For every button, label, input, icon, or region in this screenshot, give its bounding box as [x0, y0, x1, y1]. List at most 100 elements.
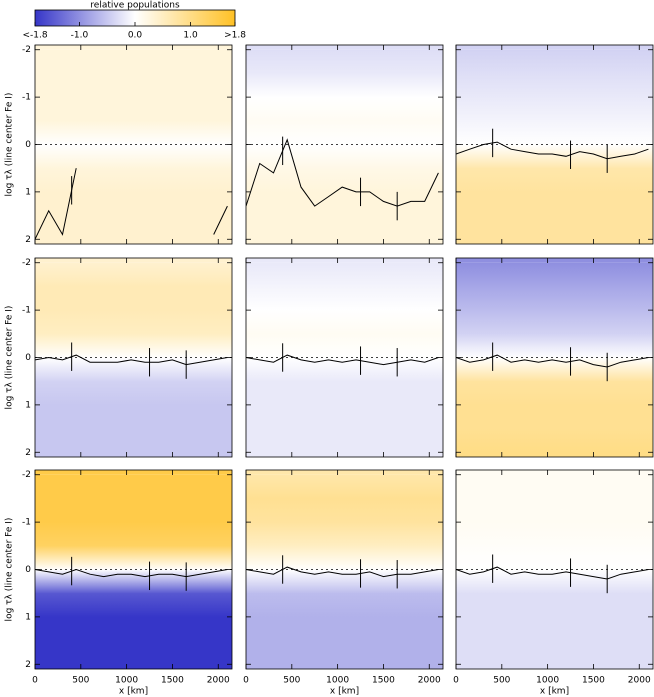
x-tick-label: 500	[283, 676, 300, 686]
heatmap-cell	[456, 498, 653, 523]
tau-curve	[456, 141, 649, 160]
y-tick-label: 2	[25, 448, 31, 458]
heatmap-cell	[35, 452, 232, 457]
y-axis-label: log τλ (line center Fe I)	[5, 518, 15, 622]
x-tick-label: 2000	[418, 676, 441, 686]
heatmap-cell	[246, 45, 443, 50]
heatmap-cell	[456, 120, 653, 145]
heatmap-cell	[456, 452, 653, 457]
x-tick-label: 500	[493, 676, 510, 686]
y-tick-label: 0	[25, 565, 31, 575]
x-axis-label: x [km]	[330, 687, 359, 697]
heatmap-cell	[35, 310, 232, 335]
x-tick-label: 1000	[115, 676, 138, 686]
heatmap-cell	[246, 452, 443, 457]
tau-curve	[35, 168, 228, 240]
heatmap-cell	[246, 262, 443, 287]
y-tick-label: 1	[25, 187, 31, 197]
heatmap-cell	[35, 545, 232, 570]
heatmap-cell	[456, 191, 653, 217]
heatmap-cell	[246, 191, 443, 217]
heatmap-cell	[35, 569, 232, 594]
heatmap-cell	[246, 640, 443, 665]
y-tick-label: 1	[25, 612, 31, 622]
heatmap-cell	[456, 522, 653, 547]
heatmap-cell	[246, 120, 443, 145]
heatmap-cell	[246, 49, 443, 74]
heatmap-cell	[246, 404, 443, 430]
heatmap-cell	[246, 545, 443, 570]
heatmap-cell	[35, 49, 232, 74]
heatmap-cell	[35, 474, 232, 499]
heatmap-cell	[456, 286, 653, 311]
x-tick-label: 1000	[326, 676, 349, 686]
y-axis-label: log τλ (line center Fe I)	[5, 306, 15, 410]
heatmap-cell	[246, 498, 443, 523]
heatmap-cell	[35, 239, 232, 244]
x-axis-label: x [km]	[540, 687, 569, 697]
heatmap-cell	[35, 498, 232, 523]
x-axis-label: x [km]	[119, 687, 148, 697]
heatmap-cell	[246, 215, 443, 240]
heatmap-cell	[35, 381, 232, 406]
y-tick-label: 2	[25, 235, 31, 245]
heatmap-cell	[246, 381, 443, 406]
y-tick-label: 2	[25, 660, 31, 670]
y-axis-label: log τλ (line center Fe I)	[5, 93, 15, 197]
heatmap-cell	[246, 470, 443, 475]
heatmap-cell	[456, 310, 653, 335]
heatmap-cell	[456, 144, 653, 169]
heatmap-cell	[35, 640, 232, 665]
colorbar-tick-label: -1.0	[71, 31, 89, 41]
heatmap-cell	[35, 522, 232, 547]
tau-curve	[35, 568, 228, 578]
tau-curve	[456, 354, 649, 368]
heatmap-cell	[35, 286, 232, 311]
heatmap-cell	[456, 593, 653, 618]
heatmap-cell	[35, 73, 232, 98]
heatmap-cell	[456, 616, 653, 642]
heatmap-cell	[456, 357, 653, 382]
heatmap-cell	[246, 428, 443, 453]
heatmap-cell	[35, 262, 232, 287]
heatmap-cell	[246, 239, 443, 244]
y-tick-label: -1	[22, 93, 31, 103]
heatmap-cell	[246, 73, 443, 98]
x-tick-label: 0	[243, 676, 249, 686]
tau-curve	[246, 566, 439, 578]
heatmap-cell	[35, 120, 232, 145]
heatmap-cell	[246, 168, 443, 193]
y-tick-label: -2	[22, 45, 31, 55]
heatmap-cell	[456, 97, 653, 122]
y-tick-label: -1	[22, 306, 31, 316]
heatmap-cell	[456, 258, 653, 263]
colorbar-tick-label: >1.8	[224, 31, 246, 41]
heatmap-cell	[35, 404, 232, 430]
heatmap-cell	[456, 168, 653, 193]
heatmap-cell	[456, 73, 653, 98]
heatmap-cell	[246, 593, 443, 618]
y-tick-label: 0	[25, 353, 31, 363]
x-tick-label: 1500	[582, 676, 605, 686]
x-tick-label: 0	[32, 676, 38, 686]
heatmap-cell	[35, 428, 232, 453]
heatmap-cell	[35, 664, 232, 669]
heatmap-cell	[35, 215, 232, 240]
heatmap-cell	[456, 215, 653, 240]
y-tick-label: -2	[22, 258, 31, 268]
heatmap-cell	[35, 144, 232, 169]
heatmap-cell	[35, 357, 232, 382]
heatmap-cell	[456, 333, 653, 358]
heatmap-cell	[246, 333, 443, 358]
heatmap-cell	[456, 569, 653, 594]
heatmap-cell	[35, 593, 232, 618]
y-tick-label: 0	[25, 140, 31, 150]
heatmap-cell	[456, 49, 653, 74]
heatmap-cell	[456, 381, 653, 406]
x-tick-label: 1000	[536, 676, 559, 686]
heatmap-cell	[35, 333, 232, 358]
heatmap-cell	[456, 545, 653, 570]
colorbar-tick-label: <-1.8	[22, 31, 47, 41]
heatmap-cell	[456, 640, 653, 665]
heatmap-cell	[246, 258, 443, 263]
